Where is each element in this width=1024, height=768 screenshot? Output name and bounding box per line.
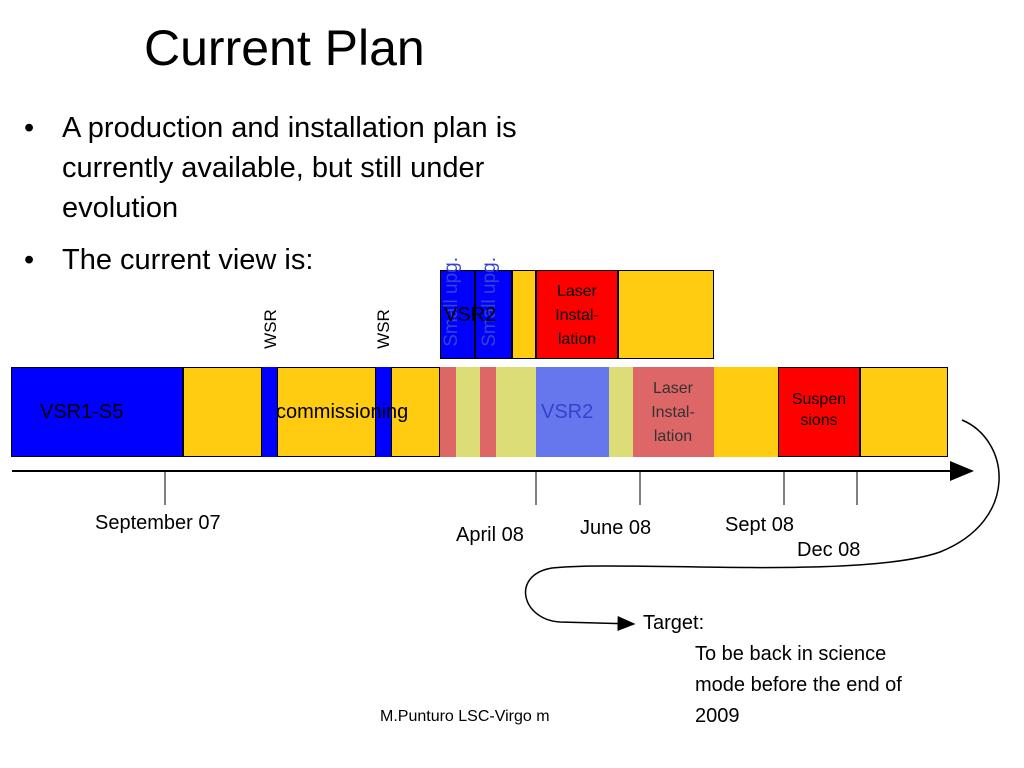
- faded-upgrade-gap: [456, 367, 480, 457]
- target-line: mode before the end of: [695, 674, 902, 696]
- small-upgrade-block-1: [440, 270, 475, 359]
- laser-faded-label: Laser Instal- lation: [651, 380, 695, 445]
- faded-gap-block: [496, 367, 536, 457]
- laser-label: Laser Instal- lation: [555, 283, 599, 348]
- vsr2-label: VSR2: [444, 304, 497, 326]
- vsr2-faded-label: VSR2: [541, 401, 594, 423]
- target-curved-arrow: [524, 419, 1000, 632]
- footer-text: M.Punturo LSC-Virgo m: [380, 708, 550, 725]
- faded-upgrade-block: [480, 367, 496, 457]
- date-label-dec08: Dec 08: [797, 539, 861, 561]
- date-label-apr08: April 08: [456, 524, 524, 546]
- vsr1-block: [11, 367, 183, 457]
- vsr1-label: VSR1-S5: [40, 401, 124, 423]
- date-label-sep07: September 07: [95, 512, 221, 534]
- small-upgrade-block-2: [475, 270, 512, 359]
- target-heading: Target:: [643, 612, 705, 634]
- bullet-text: The current view is:: [62, 244, 314, 276]
- yellow-block: [860, 367, 948, 457]
- bullet-item: • The current view is:: [24, 240, 384, 280]
- bullet-dot: •: [24, 112, 35, 144]
- yellow-block: [512, 270, 536, 359]
- suspensions-label: Suspen sions: [791, 391, 847, 429]
- commissioning-label: commissioning: [276, 401, 409, 423]
- faded-upgrade-block: [440, 367, 456, 457]
- date-label-jun08: June 08: [580, 517, 652, 539]
- wsr-block-1: [261, 367, 278, 457]
- suspensions-block: [778, 367, 860, 457]
- laser-faded-block: [633, 367, 714, 457]
- vsr2-faded-block: [536, 367, 609, 457]
- target-line: To be back in science: [695, 643, 887, 665]
- faded-gap-block: [609, 367, 633, 457]
- target-line: 2009: [695, 705, 740, 727]
- bullet-text: A production and installation plan is cu…: [62, 112, 517, 224]
- wsr-block-2: [375, 367, 392, 457]
- yellow-block: [618, 270, 714, 359]
- slide-title: Current Plan: [144, 20, 425, 76]
- bullet-dot: •: [24, 244, 35, 276]
- commissioning-block: [183, 367, 440, 457]
- yellow-block: [714, 367, 778, 457]
- laser-block: [536, 270, 618, 359]
- date-label-sep08: Sept 08: [725, 514, 794, 536]
- bullet-item: • A production and installation plan is …: [24, 108, 584, 233]
